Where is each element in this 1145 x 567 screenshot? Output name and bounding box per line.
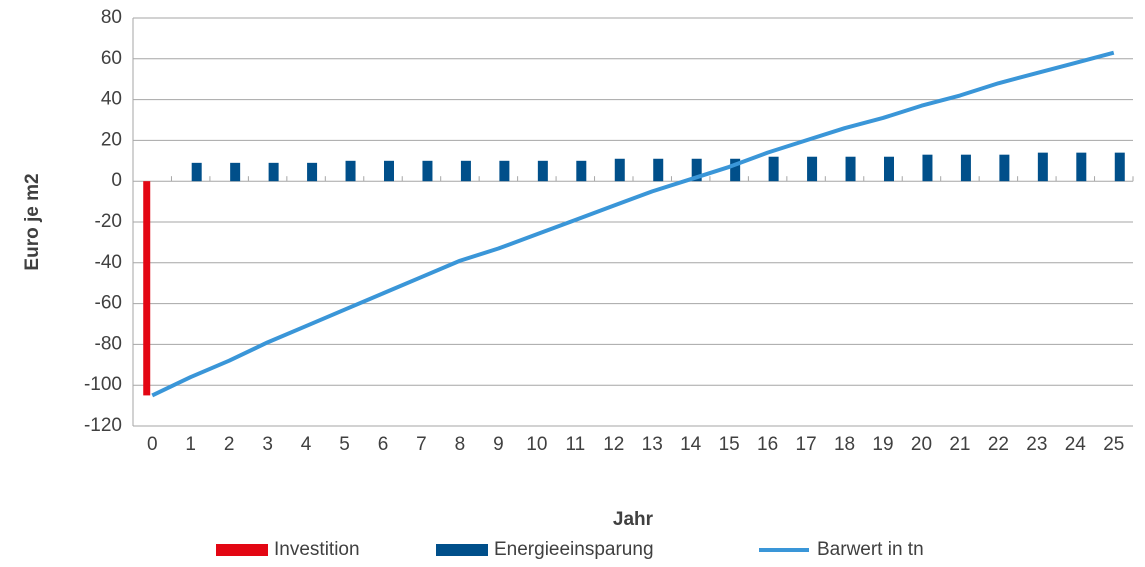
legend-swatch [436,544,488,556]
bar [845,156,856,182]
bar [730,158,741,182]
x-tick-label: 6 [378,434,389,455]
y-tick-label: -40 [95,252,122,273]
bar [191,162,202,182]
y-tick-label: -120 [84,415,122,436]
bar [653,158,664,182]
x-tick-label: 12 [603,434,624,455]
x-tick-label: 5 [339,434,350,455]
bar [807,156,818,182]
bar [884,156,894,182]
bar [460,160,471,182]
y-axis-title: Euro je m2 [22,173,43,270]
x-tick-label: 2 [224,434,235,455]
bar [960,154,971,182]
x-tick-label: 22 [988,434,1009,455]
bar [307,162,318,182]
bar [1076,152,1087,182]
bar [999,154,1010,182]
bar [422,160,433,182]
x-tick-label: 25 [1103,434,1124,455]
x-tick-label: 15 [719,434,740,455]
x-tick-label: 16 [757,434,778,455]
bar [691,158,702,182]
y-tick-label: -100 [84,374,122,395]
x-tick-label: 20 [911,434,932,455]
x-tick-label: 14 [680,434,702,455]
bar [537,160,548,182]
bar [499,160,510,182]
y-tick-label: -80 [95,333,122,354]
x-tick-label: 10 [526,434,547,455]
y-tick-label: 20 [101,129,122,150]
x-tick-label: 18 [834,434,855,455]
x-axis-title: Jahr [613,509,654,530]
x-tick-label: 24 [1065,434,1087,455]
bar [230,162,241,182]
line [151,50,1115,398]
bar [922,154,933,182]
y-tick-label: -20 [95,211,122,232]
x-tick-label: 0 [147,434,158,455]
y-tick-label: 0 [111,170,122,191]
x-tick-label: 1 [185,434,196,455]
y-tick-label: 40 [101,89,122,110]
x-tick-label: 13 [642,434,663,455]
x-tick-label: 17 [796,434,817,455]
x-tick-label: 21 [949,434,970,455]
x-tick-label: 9 [493,434,504,455]
x-tick-label: 7 [416,434,427,455]
bar [143,181,151,396]
bar [768,156,779,182]
x-tick-label: 23 [1026,434,1047,455]
legend-label: Barwert in tn [817,539,924,560]
legend-label: Investition [274,539,360,560]
bar [268,162,279,182]
y-tick-label: -60 [95,293,122,314]
y-tick-label: 80 [101,7,122,28]
y-tick-label: 60 [101,48,122,69]
legend-label: Energieeinsparung [494,539,654,560]
x-tick-label: 11 [565,434,585,455]
x-tick-label: 8 [455,434,466,455]
bar [576,160,587,182]
bar [384,160,394,182]
bar [1114,152,1125,182]
legend-swatch [216,544,268,556]
x-tick-label: 3 [262,434,273,455]
bar [1037,152,1048,182]
x-tick-label: 19 [872,434,893,455]
bar [345,160,356,182]
bar [614,158,625,182]
x-tick-label: 4 [301,434,312,455]
